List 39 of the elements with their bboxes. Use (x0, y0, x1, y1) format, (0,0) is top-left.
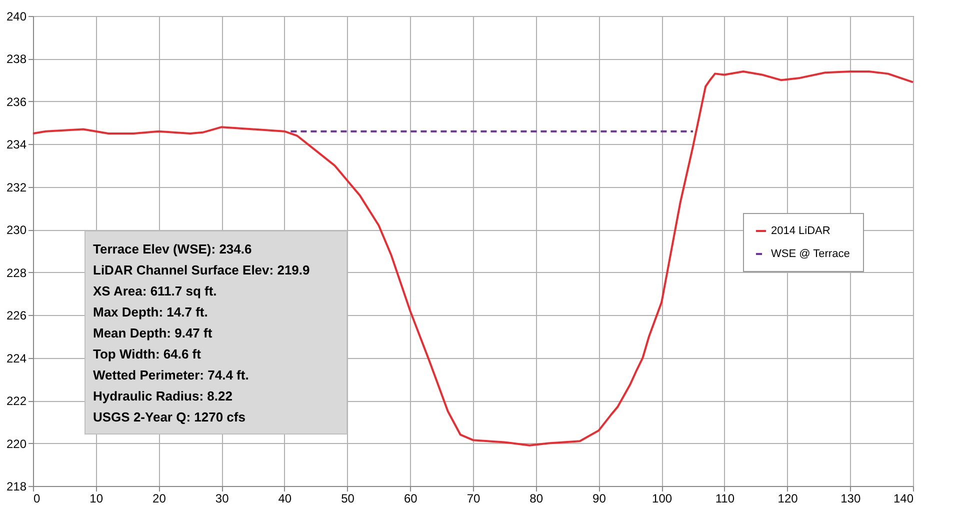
line-series (32, 70, 914, 446)
x-tick-label: 60 (404, 492, 418, 506)
annotation: Top Width: 64.6 ft (93, 346, 202, 362)
x-tick-label: 30 (215, 492, 230, 506)
x-tick-label: 0 (34, 492, 40, 506)
x-tick-label: 70 (466, 492, 480, 506)
x-tick-label: 110 (715, 492, 735, 506)
y-tick-label: 238 (6, 52, 27, 66)
y-tick-label: 220 (6, 436, 27, 451)
x-tick-label: 140 (893, 492, 914, 506)
annotation: Terrace Elev (WSE): 234.6 (93, 242, 252, 256)
y-tick-label: 232 (6, 180, 27, 194)
legend-label: WSE @ Terrace (771, 248, 850, 260)
x-tick-label: 90 (592, 492, 606, 506)
x-tick-label: 80 (530, 492, 544, 506)
y-tick-label: 240 (6, 10, 27, 24)
legend-label: 2014 LiDAR (771, 225, 830, 237)
x-tick-label: 100 (652, 492, 672, 506)
annotation: XS Area: 611.7 sq ft. (93, 284, 217, 298)
annotation: Max Depth: 14.7 ft. (93, 304, 208, 320)
x-tick-label: 20 (152, 492, 166, 506)
annotation: Hydraulic Radius: 8.22 (93, 388, 232, 404)
x-tick-label: 10 (90, 492, 104, 506)
annotation: Wetted Perimeter: 74.4 ft. (93, 368, 249, 382)
annotation: USGS 2-Year Q: 1270 cfs (93, 410, 246, 424)
y-tick-label: 226 (6, 308, 27, 323)
y-tick-label: 224 (6, 351, 27, 366)
x-tick-label: 40 (278, 492, 292, 506)
y-tick-label: 218 (6, 480, 27, 494)
x-tick-label: 130 (840, 492, 861, 506)
y-tick-label: 228 (6, 266, 27, 280)
y-tick-label: 222 (6, 394, 27, 408)
annotation: LiDAR Channel Surface Elev: 219.9 (93, 262, 310, 278)
x-tick-label: 50 (341, 492, 355, 506)
y-tick-label: 236 (6, 94, 27, 109)
x-tick-label: 120 (778, 492, 798, 506)
y-tick-label: 230 (6, 223, 27, 238)
annotation: Mean Depth: 9.47 ft (93, 326, 213, 340)
y-tick-label: 234 (6, 138, 27, 152)
